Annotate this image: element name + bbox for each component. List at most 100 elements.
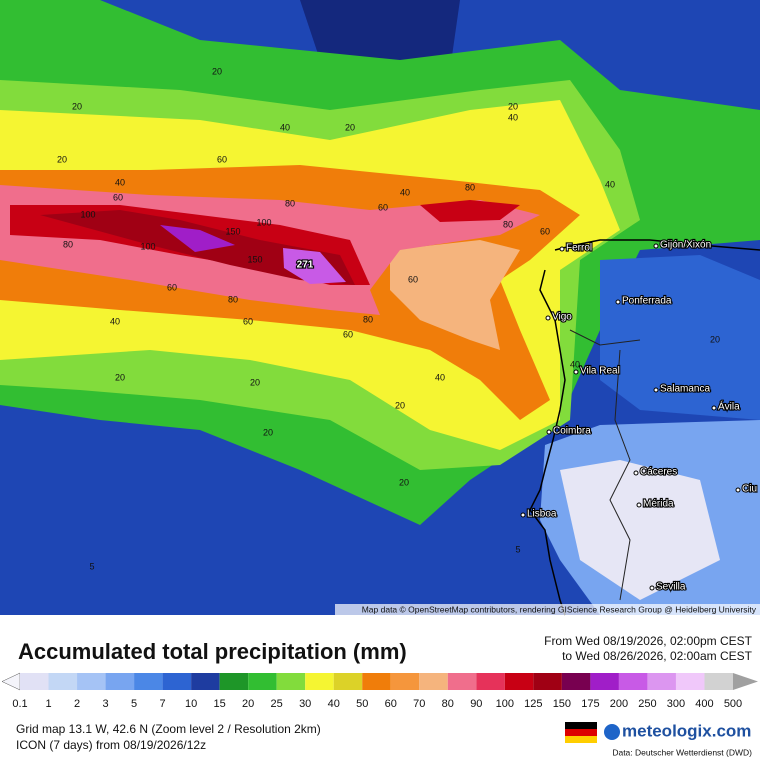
legend-swatch — [618, 673, 648, 690]
place-dot — [653, 243, 659, 249]
legend-tick-label: 200 — [610, 698, 628, 710]
contour-label: 40 — [110, 316, 120, 326]
model-info: ICON (7 days) from 08/19/2026/12z — [16, 738, 206, 752]
legend-tick-label: 100 — [496, 698, 514, 710]
logo-icon — [604, 724, 620, 740]
place-dot — [545, 315, 551, 321]
legend-swatch — [675, 673, 705, 690]
legend-tick-label: 25 — [271, 698, 283, 710]
legend-tick-label: 150 — [553, 698, 571, 710]
place-dot — [573, 369, 579, 375]
legend-swatch — [77, 673, 106, 690]
legend-swatch — [476, 673, 505, 690]
legend-tick-label: 175 — [581, 698, 599, 710]
legend-tick-label: 60 — [385, 698, 397, 710]
contour-label: 40 — [508, 112, 518, 122]
from-date: From Wed 08/19/2026, 02:00pm CEST — [544, 634, 753, 648]
legend-tick-label: 30 — [299, 698, 311, 710]
place-label: Ponferrada — [622, 296, 672, 307]
brand[interactable]: meteologix.com — [622, 721, 751, 740]
place-dot — [546, 429, 552, 435]
contour-label: 20 — [250, 377, 260, 387]
legend-swatch — [533, 673, 562, 690]
legend-tick-label: 50 — [356, 698, 368, 710]
place-label: Ferrol — [566, 243, 592, 254]
data-source: Data: Deutscher Wetterdienst (DWD) — [612, 747, 752, 757]
map: Map data © OpenStreetMap contributors, r… — [0, 0, 760, 616]
contour-label: 60 — [540, 226, 550, 236]
legend-swatch — [561, 673, 591, 690]
place-dot — [559, 246, 565, 252]
contour-label: 20 — [57, 154, 67, 164]
title: Accumulated total precipitation (mm) — [18, 639, 407, 664]
contour-label: 150 — [247, 254, 262, 264]
contour-label: 20 — [263, 427, 273, 437]
contour-label: 40 — [115, 177, 125, 187]
legend-tick-label: 250 — [638, 698, 656, 710]
legend-tick-label: 3 — [102, 698, 108, 710]
legend-swatch — [162, 673, 192, 690]
place-label: Cáceres — [640, 467, 677, 478]
contour-label: 20 — [395, 400, 405, 410]
place-dot — [711, 405, 717, 411]
contour-label: 150 — [225, 226, 240, 236]
legend-swatch — [191, 673, 220, 690]
legend-tick-label: 7 — [160, 698, 166, 710]
place-label: Coimbra — [553, 426, 591, 437]
contour-label: 60 — [378, 202, 388, 212]
contour-label: 5 — [515, 544, 520, 554]
legend-swatch — [134, 673, 163, 690]
place-label: Ciu — [742, 484, 757, 495]
legend-swatch — [447, 673, 477, 690]
legend-tick-label: 300 — [667, 698, 685, 710]
contour-label: 20 — [710, 334, 720, 344]
legend-swatch — [590, 673, 619, 690]
place-dot — [520, 512, 526, 518]
place-label: Gijón/Xixón — [660, 240, 711, 251]
place-label: Ávila — [718, 400, 740, 413]
contour-label: 100 — [256, 217, 271, 227]
legend-swatch — [305, 673, 334, 690]
place-label: Mérida — [643, 499, 674, 510]
place-dot — [649, 585, 655, 591]
legend-tick-label: 5 — [131, 698, 137, 710]
place-dot — [735, 487, 741, 493]
contour-label: 80 — [228, 294, 238, 304]
legend-tick-label: 20 — [242, 698, 254, 710]
legend-swatch — [20, 673, 49, 690]
grid-info: Grid map 13.1 W, 42.6 N (Zoom level 2 / … — [16, 722, 321, 736]
contour-label: 60 — [167, 282, 177, 292]
legend-tick-label: 125 — [524, 698, 542, 710]
contour-label: 60 — [113, 192, 123, 202]
contour-label: 20 — [72, 101, 82, 111]
contour-label: 60 — [343, 329, 353, 339]
contour-label: 60 — [408, 274, 418, 284]
legend-swatch — [105, 673, 135, 690]
contour-label: 80 — [503, 219, 513, 229]
legend-swatch — [362, 673, 391, 690]
contour-label: 40 — [605, 179, 615, 189]
legend-swatch — [333, 673, 363, 690]
place-dot — [653, 387, 659, 393]
legend-tick-label: 90 — [470, 698, 482, 710]
to-date: to Wed 08/26/2026, 02:00am CEST — [562, 649, 753, 663]
contour-label: 40 — [570, 359, 580, 369]
contour-label: 40 — [280, 122, 290, 132]
legend-swatch — [390, 673, 420, 690]
contour-label: 80 — [363, 314, 373, 324]
contour-label: 40 — [400, 187, 410, 197]
legend-swatch — [419, 673, 448, 690]
contour-label: 100 — [140, 241, 155, 251]
attribution: Map data © OpenStreetMap contributors, r… — [362, 604, 757, 614]
legend-tick-label: 0.1 — [12, 698, 27, 710]
legend-tick-label: 70 — [413, 698, 425, 710]
legend-swatch — [248, 673, 277, 690]
legend-arrow-high — [733, 673, 758, 690]
contour-label: 100 — [80, 209, 95, 219]
contour-label: 40 — [435, 372, 445, 382]
legend-swatch — [704, 673, 733, 690]
contour-label: 60 — [243, 316, 253, 326]
legend-swatch — [504, 673, 534, 690]
